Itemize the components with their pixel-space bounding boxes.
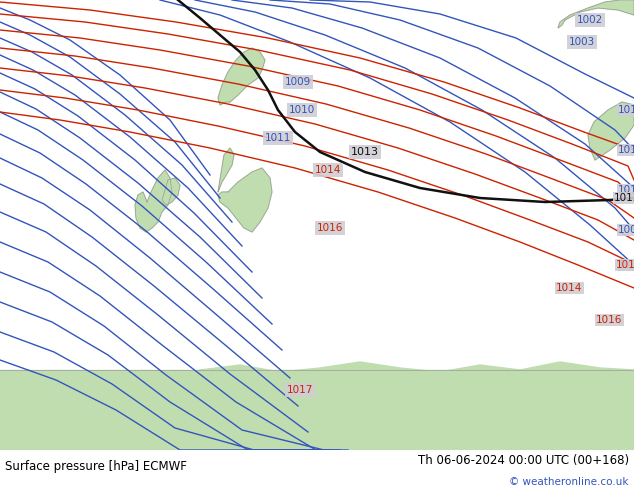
Polygon shape	[0, 370, 634, 450]
Text: 1010: 1010	[618, 185, 634, 195]
Polygon shape	[218, 148, 234, 192]
Polygon shape	[218, 168, 272, 232]
Text: 1009: 1009	[618, 225, 634, 235]
Text: 1017: 1017	[287, 385, 313, 395]
Polygon shape	[588, 102, 634, 160]
Text: 1013: 1013	[614, 193, 634, 203]
Text: 1013: 1013	[351, 147, 379, 157]
Text: 1002: 1002	[577, 15, 603, 25]
Text: 1014: 1014	[556, 283, 583, 293]
Polygon shape	[135, 170, 172, 232]
Text: 1012: 1012	[618, 105, 634, 115]
Text: 1008: 1008	[618, 260, 634, 270]
Polygon shape	[558, 0, 634, 28]
Text: 1009: 1009	[285, 77, 311, 87]
Text: 1015: 1015	[616, 260, 634, 270]
Polygon shape	[162, 178, 180, 205]
Text: Th 06-06-2024 00:00 UTC (00+168): Th 06-06-2024 00:00 UTC (00+168)	[418, 454, 629, 466]
Polygon shape	[200, 362, 634, 450]
Polygon shape	[218, 48, 265, 105]
Text: Surface pressure [hPa] ECMWF: Surface pressure [hPa] ECMWF	[5, 460, 187, 472]
Text: 1016: 1016	[317, 223, 343, 233]
Text: 1011: 1011	[618, 145, 634, 155]
Text: 1003: 1003	[569, 37, 595, 47]
Text: © weatheronline.co.uk: © weatheronline.co.uk	[510, 477, 629, 487]
Text: 1010: 1010	[289, 105, 315, 115]
Text: 1014: 1014	[315, 165, 341, 175]
Text: 1016: 1016	[596, 315, 623, 325]
Text: 1011: 1011	[265, 133, 291, 143]
